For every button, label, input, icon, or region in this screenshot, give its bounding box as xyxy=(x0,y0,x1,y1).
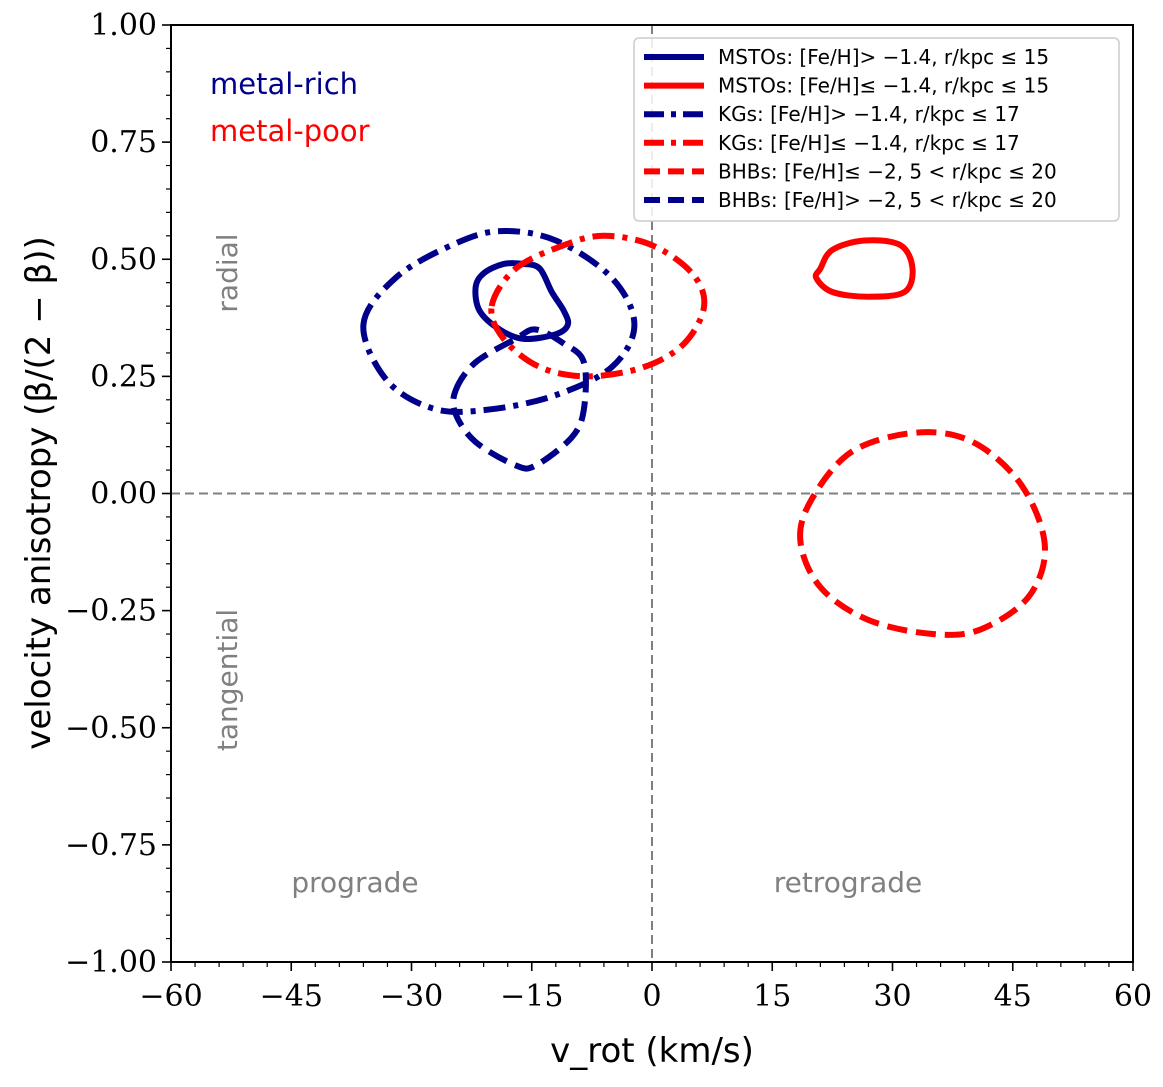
x-axis-title: v_rot (km/s) xyxy=(550,1031,754,1071)
y-tick-label: 0.50 xyxy=(90,242,157,277)
y-tick-label: 1.00 xyxy=(90,8,157,43)
legend-label-3: KGs: [Fe/H]> −1.4, r/kpc ≤ 17 xyxy=(718,102,1020,126)
legend-box xyxy=(633,37,1120,222)
plot-frame xyxy=(170,24,1134,963)
radial-label: radial xyxy=(211,233,244,312)
tangential-label: tangential xyxy=(211,609,244,751)
x-tick-label: 0 xyxy=(642,979,661,1014)
y-tick-label: 0.00 xyxy=(90,477,157,512)
y-tick-label: −0.50 xyxy=(65,711,157,746)
x-tick-label: −45 xyxy=(260,979,323,1014)
x-tick-label: 45 xyxy=(994,979,1032,1014)
contour-series-1 xyxy=(472,260,572,343)
prograde-label: prograde xyxy=(291,866,418,899)
legend-label-6: BHBs: [Fe/H]> −2, 5 < r/kpc ≤ 20 xyxy=(718,188,1057,212)
x-tick-label: 15 xyxy=(753,979,791,1014)
retrograde-label: retrograde xyxy=(774,866,923,899)
legend: MSTOs: [Fe/H]> −1.4, r/kpc ≤ 15 MSTOs: [F… xyxy=(633,37,1120,222)
contour-series-6 xyxy=(450,326,589,472)
y-axis-title: velocity anisotropy (β/(2 − β)) xyxy=(19,236,59,750)
legend-label-1: MSTOs: [Fe/H]> −1.4, r/kpc ≤ 15 xyxy=(718,45,1049,69)
x-tick-label: 60 xyxy=(1114,979,1152,1014)
legend-label-2: MSTOs: [Fe/H]≤ −1.4, r/kpc ≤ 15 xyxy=(718,74,1049,98)
y-tick-label: −1.00 xyxy=(65,945,157,980)
contour-series-4 xyxy=(488,232,708,380)
y-tick-label: 0.75 xyxy=(90,125,157,160)
contour-series xyxy=(360,227,1048,638)
x-tick-label: −15 xyxy=(500,979,563,1014)
x-tick-label: −30 xyxy=(380,979,443,1014)
y-tick-label: −0.75 xyxy=(65,828,157,863)
contour-series-2 xyxy=(812,237,916,300)
x-tick-label: 30 xyxy=(873,979,911,1014)
y-tick-label: −0.25 xyxy=(65,594,157,629)
x-tick-label: −60 xyxy=(139,979,202,1014)
metal-rich-label: metal-rich xyxy=(210,67,358,101)
y-tick-label: 0.25 xyxy=(90,359,157,394)
contour-series-3 xyxy=(360,227,638,415)
legend-label-4: KGs: [Fe/H]≤ −1.4, r/kpc ≤ 17 xyxy=(718,131,1020,155)
axes: −60 −45 −30 −15 0 15 30 45 60 −1.00 −0.75 −0.50 −0.2… xyxy=(65,8,1152,1014)
contour-series-5 xyxy=(797,429,1048,638)
legend-label-5: BHBs: [Fe/H]≤ −2, 5 < r/kpc ≤ 20 xyxy=(718,159,1057,183)
metal-poor-label: metal-poor xyxy=(210,114,370,148)
